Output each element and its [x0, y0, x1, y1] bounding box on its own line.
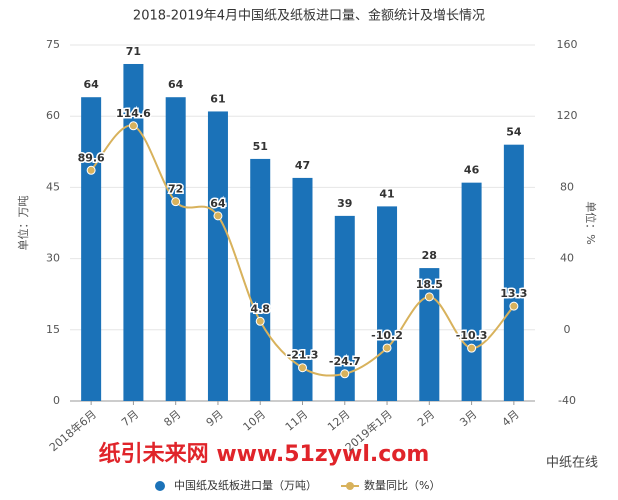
line-value-label: -24.7 — [329, 355, 361, 368]
bar-value-label: 41 — [379, 187, 394, 200]
line — [90, 124, 515, 377]
chart-title: 2018-2019年4月中国纸及纸板进口量、金额统计及增长情况 — [133, 8, 485, 24]
bar-value-label: 46 — [464, 164, 480, 177]
line-marker — [340, 369, 350, 379]
y2-axis-label: 单位：% — [584, 201, 598, 244]
y-tick-label: 75 — [46, 38, 60, 51]
line-value-label: -21.3 — [287, 349, 319, 362]
y-axis-label: 单位：万吨 — [16, 196, 30, 251]
line-marker — [128, 121, 138, 131]
legend-marker — [155, 481, 165, 491]
legend-marker — [346, 482, 354, 490]
bar — [81, 97, 102, 402]
bar-value-label: 39 — [337, 197, 352, 210]
bar — [377, 206, 398, 401]
y-tick-label: 30 — [46, 252, 60, 265]
bar-value-label: 64 — [83, 78, 99, 91]
bar-value-label: 64 — [168, 78, 184, 91]
line-value-label: 13.3 — [500, 287, 527, 300]
bar-value-label: 51 — [253, 140, 268, 153]
y2-tick-label: 80 — [560, 180, 574, 193]
bar-value-label: 54 — [506, 126, 522, 139]
line-value-label: 64 — [210, 197, 226, 210]
line-marker — [86, 165, 96, 175]
bar-value-label: 47 — [295, 159, 310, 172]
y-tick-label: 15 — [46, 323, 60, 336]
legend-label: 数量同比（%） — [364, 479, 440, 492]
line-marker — [255, 316, 265, 326]
line-marker — [213, 211, 223, 221]
y2-tick-label: 0 — [564, 323, 571, 336]
bar — [334, 215, 355, 401]
line-marker — [171, 197, 181, 207]
bar — [292, 177, 313, 401]
y-tick-label: 60 — [46, 109, 60, 122]
y-tick-label: 0 — [53, 394, 60, 407]
bar — [165, 97, 186, 402]
bar — [503, 144, 524, 401]
line-marker — [467, 343, 477, 353]
bar — [250, 158, 271, 401]
line-value-label: 4.8 — [250, 302, 270, 315]
watermark: 纸引未来网 www.51zywl.com — [99, 441, 430, 467]
y2-tick-label: 40 — [560, 252, 574, 265]
bar — [461, 182, 482, 401]
bar — [123, 63, 144, 402]
line-value-label: -10.3 — [456, 329, 488, 342]
line-value-label: 72 — [168, 183, 183, 196]
y2-tick-label: -40 — [558, 394, 576, 407]
line-value-label: 89.6 — [78, 151, 105, 164]
line-marker — [298, 363, 307, 373]
bar-value-label: 71 — [126, 45, 141, 58]
bar-value-label: 61 — [210, 92, 225, 105]
line-value-label: 114.6 — [116, 107, 151, 120]
line-value-label: -10.2 — [371, 329, 403, 342]
y2-tick-label: 160 — [557, 38, 578, 51]
line-value-label: 18.5 — [416, 278, 443, 291]
bar-value-label: 28 — [422, 249, 437, 262]
bar — [419, 268, 440, 401]
source: 中纸在线 — [546, 456, 598, 471]
line-marker — [509, 301, 519, 311]
y-tick-label: 45 — [46, 180, 60, 193]
bar — [207, 111, 228, 401]
legend-label: 中国纸及纸板进口量（万吨） — [174, 478, 317, 492]
line-marker — [424, 292, 434, 302]
y2-tick-label: 120 — [557, 109, 578, 122]
line-marker — [382, 343, 392, 353]
